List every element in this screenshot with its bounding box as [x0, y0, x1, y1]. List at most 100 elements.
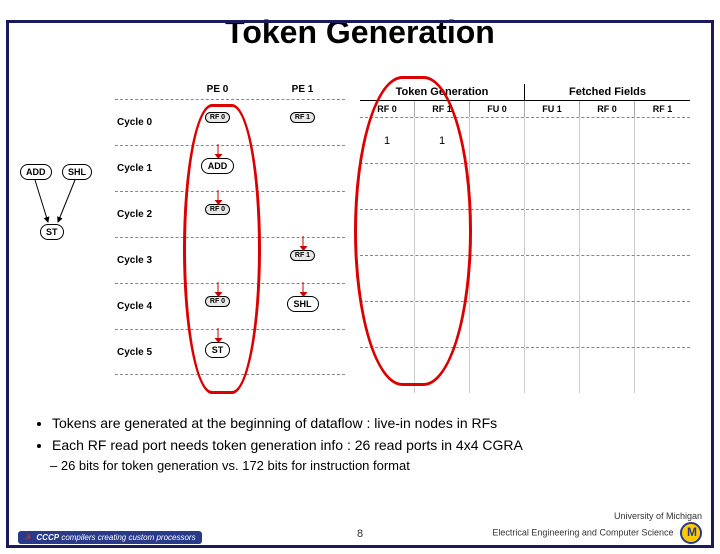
cccp-badge: ☭ CCCP compilers creating custom process…: [18, 531, 202, 544]
bullet-list: Tokens are generated at the beginning of…: [30, 414, 690, 475]
cccp-text: compilers creating custom processors: [61, 533, 195, 542]
schedule-row: Cycle 5ST: [115, 329, 345, 375]
tg-cell: [635, 118, 690, 163]
flow-arrow-icon: [217, 328, 218, 342]
tg-sub-1: RF 1: [415, 101, 470, 117]
tg-cell: [525, 118, 580, 163]
tg-cell: [415, 210, 470, 255]
tg-cell: [580, 256, 635, 301]
op-node: ADD: [201, 158, 235, 174]
pe-cell: [260, 330, 345, 374]
tg-table: Token Generation Fetched Fields RF 0 RF …: [360, 84, 690, 393]
pe-cell: RF 0: [175, 100, 260, 145]
tg-cell: [525, 210, 580, 255]
institution-line2: Electrical Engineering and Computer Scie…: [492, 527, 673, 537]
tg-cell: [635, 164, 690, 209]
tg-cell: [580, 302, 635, 347]
schedule-row: Cycle 1 ADD: [115, 145, 345, 191]
tg-cell: [415, 164, 470, 209]
tg-cell: [635, 256, 690, 301]
tg-cell: 1: [360, 118, 415, 163]
tg-cell: [525, 302, 580, 347]
tg-cell: [635, 302, 690, 347]
tg-cell: [580, 118, 635, 163]
tg-cell: [470, 118, 525, 163]
schedule-row: Cycle 2 RF 0: [115, 191, 345, 237]
cycle-label: Cycle 3: [115, 255, 175, 266]
tg-top-header: Token Generation Fetched Fields: [360, 84, 690, 101]
um-seal-icon: [680, 522, 702, 544]
pe-cell: [260, 192, 345, 237]
flow-arrow-icon: [217, 144, 218, 158]
flow-arrow-icon: [217, 190, 218, 204]
cycle-label: Cycle 2: [115, 209, 175, 220]
tg-cell: [580, 164, 635, 209]
rf-node: RF 1: [290, 250, 315, 261]
schedule-row: Cycle 4RF 0SHL: [115, 283, 345, 329]
tg-row: [360, 209, 690, 255]
tg-cell: [470, 302, 525, 347]
cycle-label: Cycle 0: [115, 117, 175, 128]
tg-top-1: Fetched Fields: [525, 84, 690, 100]
footer: ☭ CCCP compilers creating custom process…: [10, 520, 710, 544]
tg-cell: [415, 302, 470, 347]
pe-cell: RF 1: [260, 100, 345, 145]
rf-node: RF 0: [205, 296, 230, 307]
tg-cell: [415, 256, 470, 301]
tg-row: [360, 347, 690, 393]
tg-sub-header: RF 0 RF 1 FU 0 FU 1 RF 0 RF 1: [360, 101, 690, 117]
sched-h0: [115, 84, 175, 95]
schedule-row: Cycle 3 RF 1: [115, 237, 345, 283]
rf-node: RF 0: [205, 204, 230, 215]
pe-cell: RF 0: [175, 284, 260, 329]
op-node: ST: [205, 342, 231, 358]
pe-cell: SHL: [260, 284, 345, 329]
tg-cell: [635, 348, 690, 393]
cycle-label: Cycle 1: [115, 163, 175, 174]
tg-cell: [470, 164, 525, 209]
tg-cell: [360, 210, 415, 255]
sub-bullet: – 26 bits for token generation vs. 172 b…: [30, 458, 690, 475]
pe-cell: RF 0: [175, 192, 260, 237]
tg-cell: [360, 302, 415, 347]
footer-right: University of Michigan Electrical Engine…: [492, 512, 702, 544]
bullet-0: Tokens are generated at the beginning of…: [52, 414, 690, 432]
tg-cell: [580, 348, 635, 393]
institution-line1: University of Michigan: [614, 511, 702, 521]
tg-sub-2: FU 0: [470, 101, 525, 117]
tg-cell: [415, 348, 470, 393]
diagram-area: ADD SHL ST PE 0 PE 1 Cycle 0RF 0RF 1Cycl…: [20, 74, 700, 404]
mini-dfg: ADD SHL ST: [20, 164, 100, 334]
footer-left: ☭ CCCP compilers creating custom process…: [18, 531, 202, 544]
flow-arrow-icon: [302, 236, 303, 250]
flow-arrow-icon: [302, 282, 303, 296]
hammer-sickle-icon: ☭: [24, 533, 31, 542]
tg-sub-0: RF 0: [360, 101, 415, 117]
sched-h1: PE 0: [175, 84, 260, 95]
page-number: 8: [357, 528, 363, 540]
tg-row: [360, 301, 690, 347]
op-node: SHL: [287, 296, 319, 312]
pe-cell: [175, 238, 260, 283]
tg-cell: [470, 210, 525, 255]
tg-cell: [360, 256, 415, 301]
tg-row: [360, 163, 690, 209]
schedule-table: PE 0 PE 1 Cycle 0RF 0RF 1Cycle 1ADDCycle…: [115, 84, 345, 375]
tg-cell: [470, 256, 525, 301]
tg-cell: [525, 164, 580, 209]
schedule-header: PE 0 PE 1: [115, 84, 345, 95]
tg-cell: [525, 256, 580, 301]
tg-cell: [580, 210, 635, 255]
pe-cell: ADD: [175, 146, 260, 191]
tg-cell: [635, 210, 690, 255]
tg-sub-5: RF 1: [635, 101, 690, 117]
schedule-row: Cycle 0 RF 0 RF 1: [115, 99, 345, 145]
pe-cell: [260, 146, 345, 191]
sched-h2: PE 1: [260, 84, 345, 95]
dfg-edges: [20, 164, 100, 264]
rf-node: RF 0: [205, 112, 230, 123]
tg-cell: [525, 348, 580, 393]
bullet-1: Each RF read port needs token generation…: [52, 436, 690, 454]
tg-cell: [360, 348, 415, 393]
rf-node: RF 1: [290, 112, 315, 123]
